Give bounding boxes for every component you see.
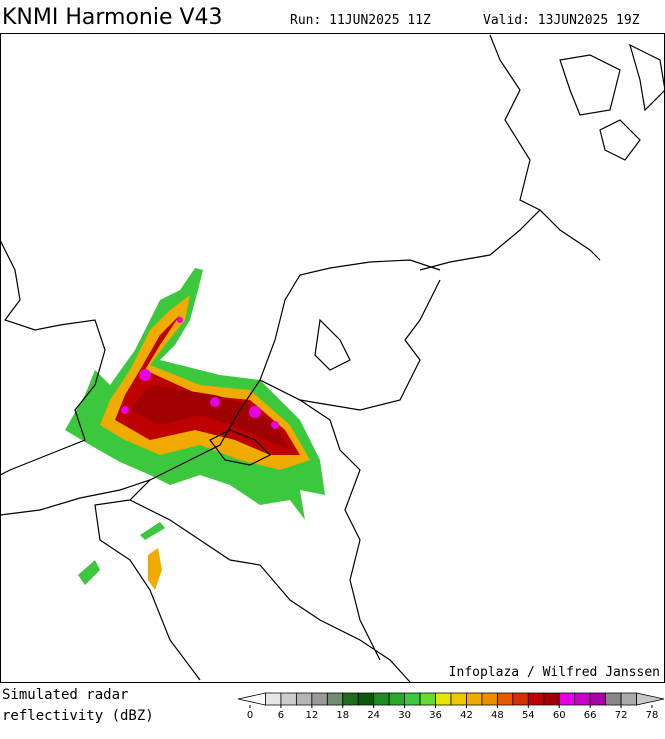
tick-label: 72 [615, 710, 628, 721]
color-bin [512, 692, 529, 706]
color-bin [237, 692, 266, 706]
tick-label: 60 [553, 710, 566, 721]
color-bin [295, 692, 313, 706]
color-bin [543, 692, 560, 706]
color-bin [605, 692, 622, 706]
color-bin [636, 692, 665, 706]
valid-time: Valid: 13JUN2025 19Z [483, 13, 640, 28]
color-bin [373, 692, 390, 706]
title: KNMI Harmonie V43 [2, 5, 223, 30]
tick-label: 0 [247, 710, 253, 721]
colorbar: 0 6 12 18 24 30 36 42 48 54 60 66 72 78 [237, 692, 665, 721]
tick-label: 54 [522, 710, 535, 721]
tick-label: 30 [398, 710, 411, 721]
precipitation [65, 268, 325, 590]
color-bin [558, 692, 576, 706]
color-bin [527, 692, 545, 706]
legend-label: reflectivity (dBZ) [2, 708, 154, 724]
color-bin [435, 692, 452, 706]
color-bin [311, 692, 328, 706]
tick-label: 6 [278, 710, 284, 721]
color-bin [265, 692, 282, 706]
tick-label: 12 [305, 710, 318, 721]
color-bin [388, 692, 406, 706]
color-bin [326, 692, 344, 706]
tick-label: 78 [646, 710, 659, 721]
color-bin [419, 692, 436, 706]
credit: Infoplaza / Wilfred Janssen [449, 665, 660, 680]
color-bin [481, 692, 498, 706]
tick-label: 42 [460, 710, 473, 721]
color-bin [620, 692, 637, 706]
tick-label: 36 [429, 710, 442, 721]
color-bin [450, 692, 467, 706]
tick-label: 18 [336, 710, 349, 721]
color-bin [496, 692, 514, 706]
legend-label: Simulated radar [2, 687, 128, 703]
color-bin [342, 692, 359, 706]
color-bin [280, 692, 297, 706]
tick-label: 66 [584, 710, 597, 721]
color-bin [466, 692, 483, 706]
tick-label: 48 [491, 710, 504, 721]
color-bin [404, 692, 421, 706]
color-bin [574, 692, 591, 706]
coastlines [0, 34, 665, 683]
color-bin [357, 692, 375, 706]
color-bin [589, 692, 607, 706]
map-frame [0, 33, 665, 683]
run-time: Run: 11JUN2025 11Z [290, 13, 431, 28]
tick-label: 24 [367, 710, 380, 721]
